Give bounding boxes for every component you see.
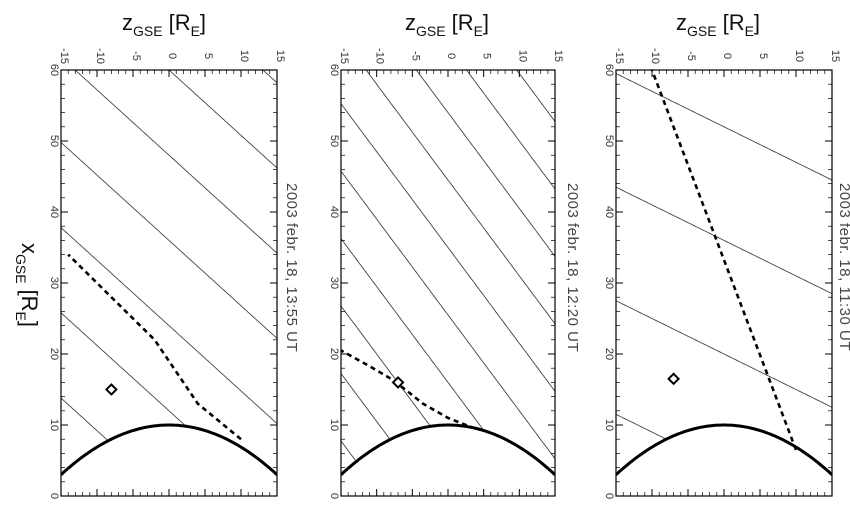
x-tick-label: 60 <box>48 64 60 76</box>
x-tick-label: 50 <box>48 135 60 147</box>
x-tick-label: 50 <box>328 135 340 147</box>
bow-shock <box>341 423 555 476</box>
field-line-3 <box>61 142 277 339</box>
z-tick-label: -5 <box>685 51 697 61</box>
field-line-3 <box>341 238 485 431</box>
field-line-5 <box>168 70 277 169</box>
x-tick-label: 30 <box>328 277 340 289</box>
z-axis-title-panel-1: zGSE [RE] <box>122 10 206 39</box>
bow-shock <box>616 423 832 476</box>
plot-frame <box>60 69 278 497</box>
z-tick-label: 10 <box>793 50 805 62</box>
field-line-2 <box>341 305 431 427</box>
z-tick-label: 0 <box>721 53 733 59</box>
z-tick-label: -10 <box>649 48 661 64</box>
z-tick-label: 15 <box>274 50 286 62</box>
z-tick-label: 5 <box>202 53 214 59</box>
x-tick-label: 20 <box>603 348 615 360</box>
panel-1220: 0 10 20 30 40 50 60-15 -10 -5 0 5 10 15 2003 febr. 18… <box>328 48 581 499</box>
boundary-dashed <box>341 349 476 430</box>
field-line-6 <box>262 70 277 84</box>
field-line-3 <box>616 73 832 181</box>
z-tick-label: 0 <box>166 53 178 59</box>
timestamp-label: 2003 febr. 18, 11:30 UT <box>836 183 850 351</box>
x-tick-label: 60 <box>328 64 340 76</box>
z-axis-title-panel-3: zGSE [RE] <box>676 10 760 39</box>
marker-diamond <box>104 383 118 396</box>
z-tick-label: 10 <box>238 50 250 62</box>
bow-shock <box>61 423 277 476</box>
x-tick-label: 60 <box>603 64 615 76</box>
x-tick-label: 40 <box>48 206 60 218</box>
x-tick-label: 30 <box>48 277 60 289</box>
boundary-dashed <box>67 253 242 441</box>
x-tick-label: 10 <box>603 419 615 431</box>
field-line-2 <box>61 227 277 424</box>
field-line-0 <box>616 413 665 439</box>
z-tick-label: 0 <box>445 53 457 59</box>
z-tick-label: -10 <box>374 48 386 64</box>
x-tick-label: 20 <box>328 348 340 360</box>
x-tick-label: 0 <box>603 493 615 499</box>
z-tick-label: -5 <box>130 51 142 61</box>
x-tick-label: 10 <box>48 419 60 431</box>
field-line-0 <box>341 440 356 461</box>
x-tick-label: 40 <box>328 206 340 218</box>
z-tick-label: -15 <box>613 48 625 64</box>
timestamp-label: 2003 febr. 18, 13:55 UT <box>283 183 300 352</box>
panel-1355: 0 10 20 30 40 50 60-15 -10 -5 0 5 10 15 2003 febr. 18… <box>48 48 300 499</box>
z-tick-label: 15 <box>552 50 564 62</box>
field-line-1 <box>341 373 390 439</box>
field-line-0 <box>61 397 109 441</box>
x-tick-label: 0 <box>328 493 340 499</box>
field-line-9 <box>516 70 555 122</box>
field-line-8 <box>465 70 555 190</box>
z-axis-title-panel-2: zGSE [RE] <box>405 10 489 39</box>
x-tick-label: 40 <box>603 206 615 218</box>
x-tick-label: 20 <box>48 348 60 360</box>
field-line-7 <box>415 70 555 257</box>
timestamp-label: 2003 febr. 18, 12:20 UT <box>564 183 581 352</box>
z-tick-label: 5 <box>757 53 769 59</box>
z-tick-label: -15 <box>58 48 70 64</box>
plot-frame <box>340 69 556 497</box>
z-tick-label: 5 <box>481 53 493 59</box>
boundary-dashed <box>650 70 798 451</box>
field-line-1 <box>61 312 186 426</box>
field-line-2 <box>616 186 832 295</box>
field-line-4 <box>74 70 277 254</box>
field-line-4 <box>341 170 555 459</box>
z-tick-label: 10 <box>516 50 528 62</box>
x-tick-label: 10 <box>328 419 340 431</box>
plot-frame <box>615 69 833 497</box>
svg-text:xGSE[RE]: xGSE[RE] <box>13 243 42 327</box>
x-tick-label: 30 <box>603 277 615 289</box>
panel-1130: 0 10 20 30 40 50 60-15 -10 -5 0 5 10 15 2003 febr. 18… <box>603 48 850 499</box>
marker-diamond <box>391 375 405 389</box>
z-tick-label: -15 <box>338 48 350 64</box>
field-line-5 <box>341 103 555 392</box>
plot-area <box>616 70 832 476</box>
plot-area <box>341 70 555 476</box>
z-tick-label: -10 <box>94 48 106 64</box>
z-tick-label: 15 <box>829 50 841 62</box>
x-tick-label: 0 <box>48 493 60 499</box>
x-tick-label: 50 <box>603 135 615 147</box>
x-axis-title: xGSE[RE] <box>13 243 42 327</box>
field-line-6 <box>365 70 555 325</box>
z-tick-label: -5 <box>409 51 421 61</box>
marker-diamond <box>667 372 681 386</box>
plot-area <box>61 70 277 476</box>
field-line-1 <box>616 300 832 408</box>
